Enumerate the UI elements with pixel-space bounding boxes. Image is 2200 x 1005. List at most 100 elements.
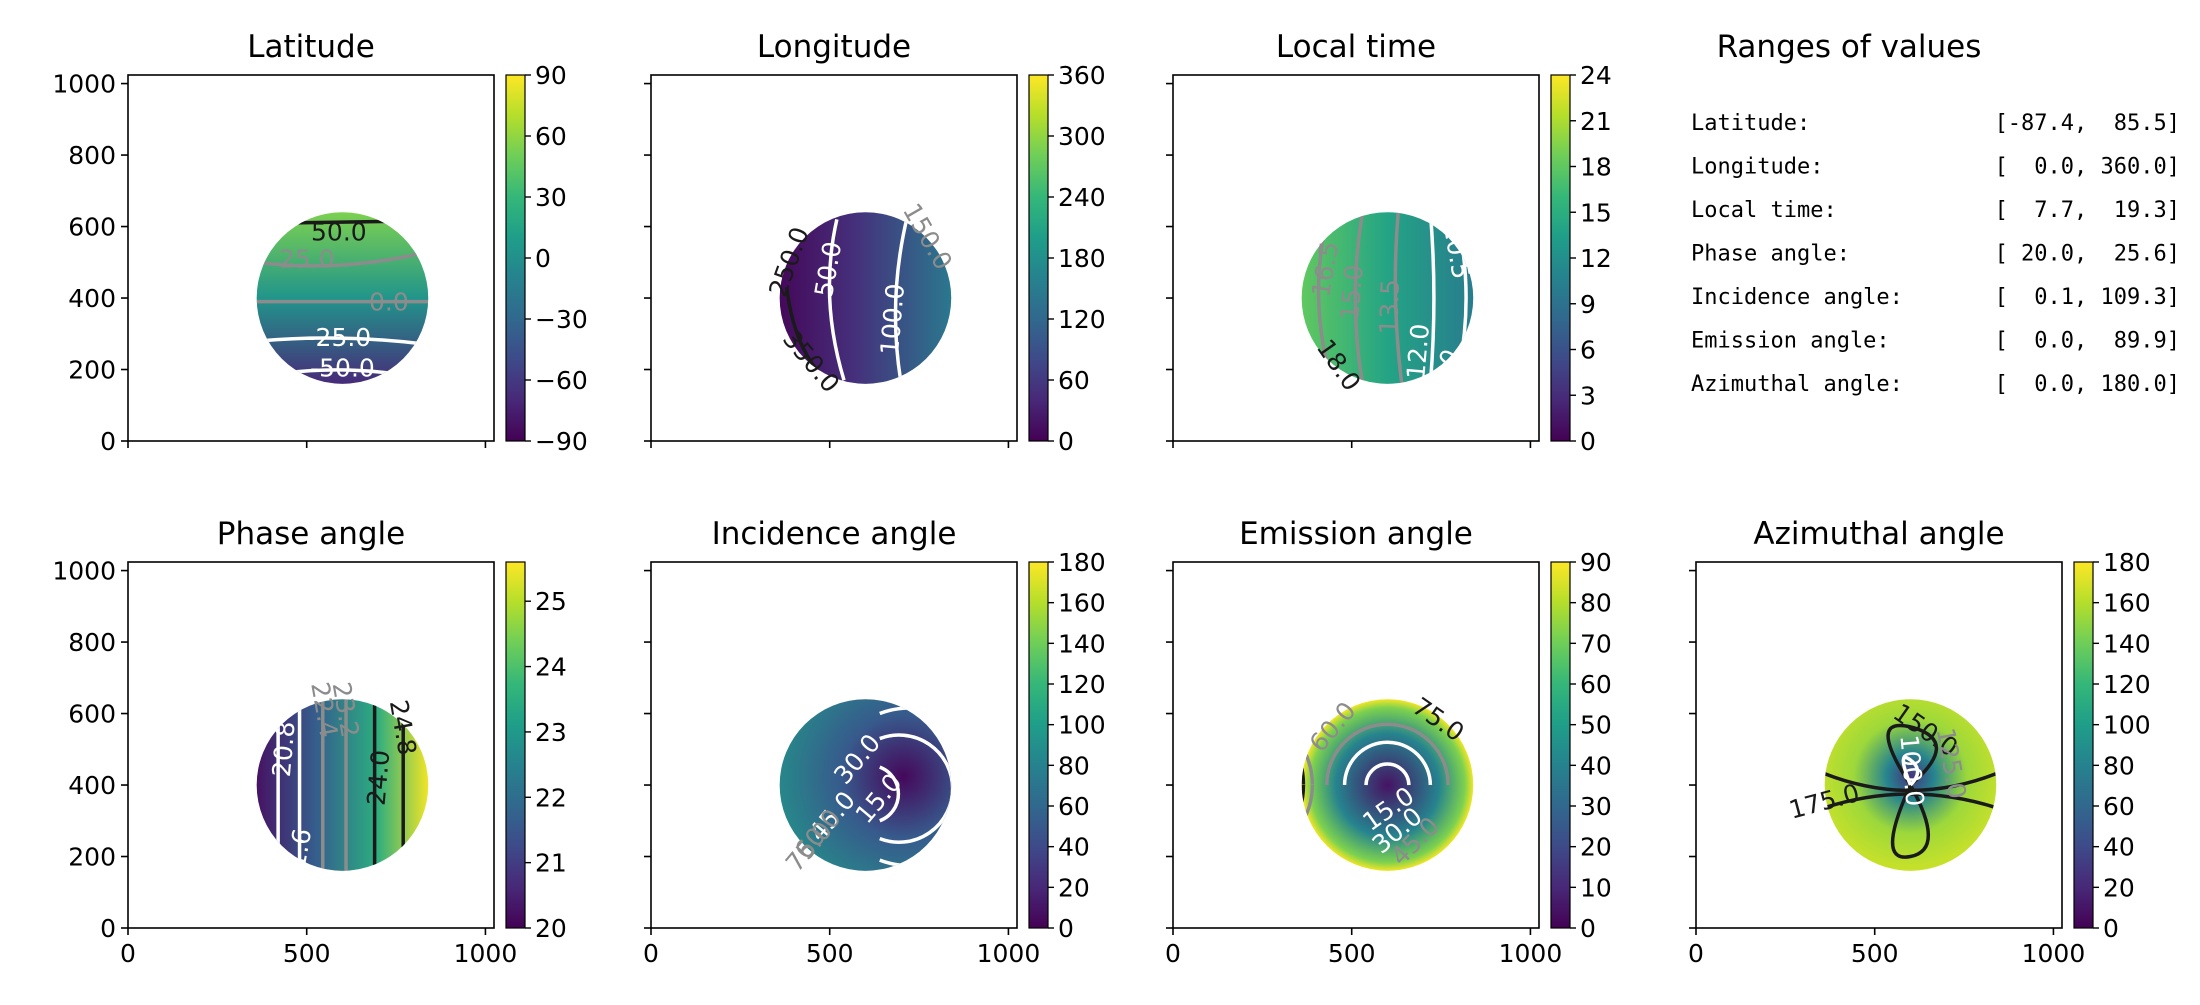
colorbar-tick-label: 80 <box>2103 751 2135 780</box>
planet-disk <box>779 699 952 871</box>
colorbar-tick-label: 60 <box>1580 670 1612 699</box>
colorbar-tick-label: 160 <box>2103 589 2151 618</box>
plot-grid: Latitude50.025.00.0-25.0-50.002004006008… <box>52 29 2180 968</box>
colorbar-tick-label: 0 <box>1058 427 1074 456</box>
colorbar-tick-label: 20 <box>2103 873 2135 902</box>
colorbar-tick-label: 0 <box>2103 914 2119 943</box>
colorbar-tick-label: 160 <box>1058 589 1106 618</box>
colorbar-tick-label: 18 <box>1580 153 1612 182</box>
colorbar-tick-label: 240 <box>1058 183 1106 212</box>
y-tick-label: 600 <box>68 700 116 729</box>
colorbar-tick-label: 15 <box>1580 198 1612 227</box>
range-row-value: [ 0.0, 89.9] <box>1995 329 2180 354</box>
contour-line <box>827 219 846 381</box>
planet-disk <box>779 212 952 384</box>
x-tick-label: 500 <box>283 939 331 968</box>
colorbar-tick-label: 10 <box>1580 873 1612 902</box>
colorbar-tick-label: 23 <box>535 718 567 747</box>
contour-line <box>1324 722 1450 786</box>
y-tick-label: 200 <box>68 356 116 385</box>
colorbar-tick-label: 9 <box>1580 290 1596 319</box>
colorbar-tick-label: 300 <box>1058 122 1106 151</box>
subplot-title: Emission angle <box>1239 516 1473 552</box>
plot-frame <box>127 561 495 929</box>
x-tick-label: 0 <box>1688 939 1704 968</box>
contour-line <box>1353 212 1365 384</box>
contour-line <box>260 336 429 347</box>
colorbar-tick-label: 180 <box>1058 548 1106 577</box>
colorbar <box>1028 74 1049 442</box>
contour-line <box>1890 784 1931 859</box>
contour-lines <box>1301 699 1450 871</box>
range-row-name: Phase angle: <box>1691 242 1850 267</box>
subplot-ranges-of-values: Ranges of values Latitude: [-87.4, 85.5] Lo… <box>1691 29 2180 397</box>
colorbar-tick-label: 40 <box>1580 751 1612 780</box>
colorbar-tick-label: 24 <box>1580 61 1612 90</box>
subplot-title: Azimuthal angle <box>1753 516 2004 552</box>
contour-line <box>893 212 911 384</box>
contour-lines <box>1824 723 1997 859</box>
range-row-name: Local time: <box>1691 198 1837 223</box>
colorbar <box>1028 561 1049 929</box>
x-tick-label: 500 <box>806 939 854 968</box>
subplot-title: Phase angle <box>217 516 405 552</box>
colorbar-tick-label: 30 <box>1580 792 1612 821</box>
colorbar-tick-label: −30 <box>535 305 588 334</box>
x-tick-label: 1000 <box>1499 939 1563 968</box>
contour-label: 13.5 <box>1374 279 1405 336</box>
contour-label: 12.0 <box>1401 323 1435 381</box>
subplot-latitude: Latitude50.025.00.0-25.0-50.002004006008… <box>52 29 587 456</box>
contour-line <box>1886 723 1939 787</box>
y-tick-label: 800 <box>68 628 116 657</box>
contour-label: 50.0 <box>311 218 367 247</box>
colorbar-tick-label: 22 <box>535 783 567 812</box>
x-tick-label: 500 <box>1851 939 1899 968</box>
range-row-value: [-87.4, 85.5] <box>1995 111 2180 136</box>
contour-label: 100.0 <box>875 282 910 356</box>
colorbar-tick-label: 100 <box>2103 711 2151 740</box>
contour-line <box>1824 792 1997 812</box>
contour-label: 25.0 <box>279 245 335 274</box>
colorbar-tick-label: 140 <box>2103 629 2151 658</box>
x-tick-label: 500 <box>1328 939 1376 968</box>
colorbar-tick-label: 100 <box>1058 711 1106 740</box>
x-tick-label: 0 <box>643 939 659 968</box>
colorbar <box>505 74 526 442</box>
colorbar-tick-label: 40 <box>1058 833 1090 862</box>
contour-line <box>1301 699 1306 871</box>
range-row-name: Longitude: <box>1691 155 1823 180</box>
contour-line <box>879 765 901 823</box>
y-tick-label: 1000 <box>52 70 116 99</box>
plot-frame <box>1172 74 1540 442</box>
colorbar-tick-label: 90 <box>1580 548 1612 577</box>
subplot-title: Incidence angle <box>712 516 957 552</box>
colorbar-tick-label: 60 <box>1058 792 1090 821</box>
subplot-title: Local time <box>1276 29 1436 65</box>
colorbar-tick-label: 120 <box>2103 670 2151 699</box>
x-tick-label: 1000 <box>2022 939 2086 968</box>
colorbar-tick-label: 40 <box>2103 833 2135 862</box>
y-tick-label: 400 <box>68 284 116 313</box>
colorbar-tick-label: 20 <box>535 914 567 943</box>
colorbar-tick-label: 360 <box>1058 61 1106 90</box>
colorbar-tick-label: 120 <box>1058 305 1106 334</box>
colorbar <box>505 561 526 929</box>
contour-line <box>1364 762 1411 786</box>
colorbar-tick-label: 60 <box>1058 366 1090 395</box>
contour-label: 24.0 <box>362 749 396 807</box>
colorbar-tick-label: 180 <box>2103 548 2151 577</box>
colorbar-tick-label: 12 <box>1580 244 1612 273</box>
colorbar <box>1550 561 1571 929</box>
colorbar-tick-label: −60 <box>535 366 588 395</box>
colorbar-tick-label: 120 <box>1058 670 1106 699</box>
subplot-title: Ranges of values <box>1717 29 1982 65</box>
plot-frame <box>650 74 1018 442</box>
colorbar-tick-label: 0 <box>1580 427 1596 456</box>
colorbar-tick-label: 30 <box>535 183 567 212</box>
colorbar-tick-label: 3 <box>1580 381 1596 410</box>
contour-line <box>1824 769 1997 793</box>
